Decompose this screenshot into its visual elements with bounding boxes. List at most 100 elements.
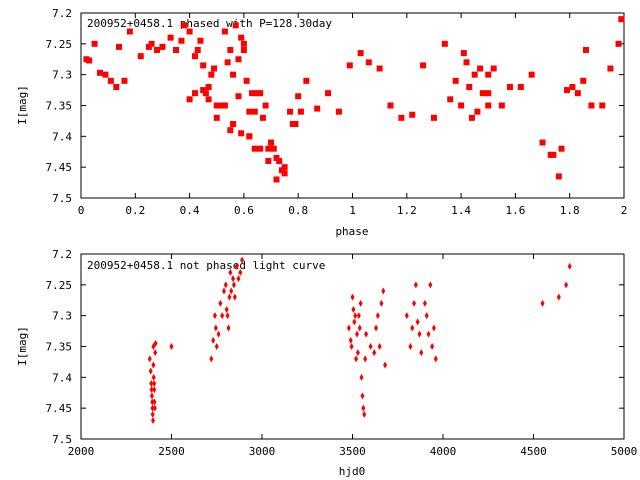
unphased-data-point (214, 343, 219, 350)
phased-data-point (265, 145, 272, 152)
phased-data-point (357, 50, 364, 57)
unphased-y-tick-label: 7.35 (46, 341, 73, 354)
unphased-data-point (152, 380, 157, 387)
phased-data-point (278, 167, 285, 174)
phased-data-point (563, 87, 570, 94)
unphased-x-tick-label: 2000 (68, 445, 95, 458)
unphased-y-tick-label: 7.4 (52, 371, 72, 384)
phased-data-point (485, 90, 492, 97)
phased-data-point (582, 47, 589, 53)
unphased-data-point (349, 343, 354, 350)
phased-data-point (107, 77, 114, 84)
unphased-data-point (358, 299, 363, 307)
unphased-data-point (228, 269, 233, 276)
phased-data-point (452, 77, 459, 84)
phased-y-tick-label: 7.5 (52, 192, 72, 205)
phased-data-point (221, 102, 228, 109)
phased-data-point (205, 96, 212, 103)
phased-data-point (186, 96, 193, 103)
phased-data-point (474, 108, 481, 115)
phased-data-point (238, 34, 245, 41)
unphased-data-point (374, 324, 379, 332)
phased-y-ticks: 7.2 7.25 7.3 7.35 7.4 7.45 7.5 (46, 7, 624, 205)
phased-points (83, 16, 625, 183)
unphased-data-point (412, 299, 417, 307)
phased-data-point (270, 145, 277, 152)
unphased-data-point (424, 312, 429, 320)
phased-data-point (159, 43, 166, 50)
unphased-data-point (232, 293, 237, 301)
phased-xlabel: phase (335, 225, 368, 238)
unphased-data-point (221, 287, 226, 295)
unphased-data-point (357, 324, 362, 332)
phased-data-point (273, 154, 280, 161)
phased-data-point (208, 71, 215, 78)
unphased-data-point (352, 318, 357, 326)
phased-data-point (506, 84, 513, 90)
unphased-x-tick-label: 2500 (158, 445, 185, 458)
phased-data-point (121, 77, 128, 84)
phased-x-tick-label: 1.2 (397, 204, 417, 217)
phased-data-point (479, 90, 486, 97)
unphased-data-point (413, 281, 418, 289)
phased-data-point (259, 114, 266, 121)
phased-data-point (148, 40, 155, 47)
unphased-data-point (556, 293, 561, 301)
phased-data-point (485, 102, 492, 109)
unphased-data-point (227, 293, 232, 301)
unphased-y-tick-label: 7.45 (46, 402, 73, 415)
phased-data-point (86, 57, 93, 64)
phased-data-point (249, 90, 256, 97)
unphased-data-point (213, 324, 218, 332)
unphased-data-point (350, 293, 355, 301)
phased-y-tick-label: 7.3 (52, 69, 72, 82)
unphased-data-point (229, 287, 234, 295)
unphased-y-ticks: 7.2 7.25 7.3 7.35 7.4 7.45 7.5 (46, 248, 624, 446)
unphased-data-point (226, 324, 231, 332)
unphased-data-point (353, 312, 358, 320)
phased-data-point (200, 62, 207, 69)
unphased-data-point (355, 330, 360, 338)
phased-data-point (460, 50, 467, 57)
unphased-data-point (153, 349, 158, 357)
phased-data-point (281, 164, 288, 171)
phased-data-point (257, 145, 264, 152)
phased-data-point (91, 40, 98, 47)
unphased-data-point (152, 398, 157, 406)
phased-data-point (186, 28, 193, 35)
phased-y-tick-label: 7.4 (52, 130, 72, 143)
unphased-data-point (428, 281, 433, 289)
unphased-points (147, 256, 572, 424)
phased-y-tick-label: 7.2 (52, 7, 72, 20)
phased-data-point (463, 59, 470, 66)
phased-data-point (235, 93, 242, 100)
phased-data-point (154, 47, 161, 53)
phased-data-point (240, 40, 247, 47)
phased-data-point (251, 145, 258, 152)
phased-data-point (468, 114, 475, 121)
unphased-x-tick-label: 5000 (611, 445, 638, 458)
phased-data-point (167, 34, 174, 41)
phased-data-point (235, 56, 242, 63)
phased-data-point (173, 47, 180, 53)
unphased-data-point (359, 373, 364, 381)
phased-data-point (458, 102, 465, 109)
phased-data-point (466, 84, 473, 90)
unphased-x-tick-label: 3000 (249, 445, 276, 458)
phased-x-tick-label: 1.6 (505, 204, 525, 217)
phased-data-point (211, 65, 218, 72)
phased-x-tick-label: 1.8 (560, 204, 580, 217)
unphased-data-point (151, 417, 156, 424)
unphased-data-point (234, 262, 239, 270)
phased-data-point (335, 108, 342, 115)
unphased-data-point (404, 312, 409, 320)
unphased-data-point (149, 386, 154, 394)
phased-title: 200952+0458.1 phased with P=128.30day (87, 17, 332, 30)
phased-data-point (200, 87, 207, 94)
unphased-data-point (417, 330, 422, 338)
phased-data-point (376, 65, 383, 72)
phased-data-point (145, 43, 152, 50)
phased-data-point (213, 114, 220, 121)
phased-data-point (243, 77, 250, 84)
